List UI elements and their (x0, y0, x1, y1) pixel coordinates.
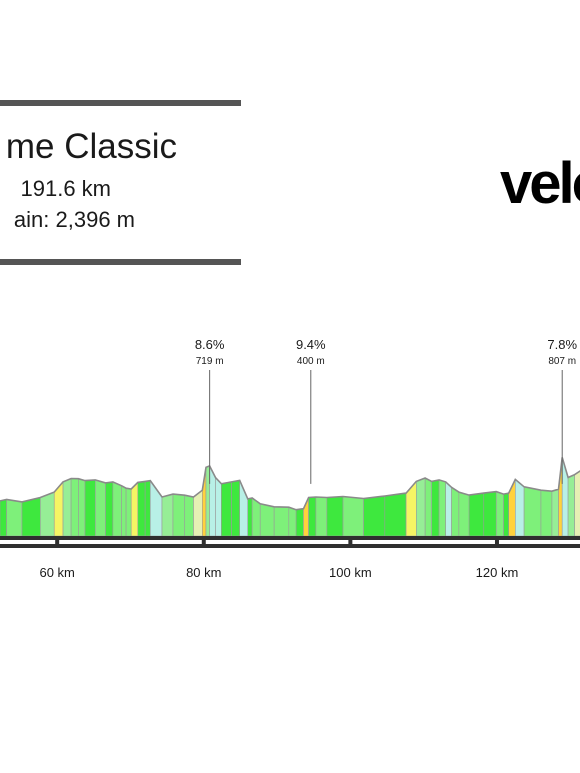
profile-segment (62, 478, 72, 537)
profile-segment (193, 489, 203, 537)
profile-segment (121, 485, 127, 537)
profile-segment (363, 495, 386, 537)
distance-band (352, 540, 495, 544)
profile-segment (78, 478, 86, 537)
profile-segment (551, 488, 559, 537)
distance-tick-label: 120 km (476, 565, 519, 580)
climb-gradient-label: 9.4% (296, 337, 326, 352)
profile-segment (458, 491, 470, 537)
profile-segment (184, 494, 194, 537)
title-box-bottom-rule (0, 259, 241, 265)
elevation-profile-chart: 8.6% 719 m 9.4% 400 m 7.8% 807 m 60 km 80 km 10… (0, 337, 580, 580)
profile-segments (0, 457, 580, 537)
race-title: me Classic (5, 127, 177, 166)
profile-segment (94, 479, 106, 537)
profile-segment (574, 470, 580, 537)
climb-summit-label: 807 m (548, 356, 576, 367)
profile-segment (308, 496, 317, 537)
profile-segment (424, 477, 433, 537)
profile-segment (523, 486, 542, 537)
velo-logo: velo (500, 151, 580, 216)
profile-segment (112, 481, 122, 537)
profile-segment (495, 491, 504, 537)
profile-segment (6, 499, 23, 537)
climb-summit-label: 719 m (196, 356, 224, 367)
profile-segment (483, 491, 497, 537)
distance-band (0, 540, 56, 544)
profile-segment (40, 491, 55, 537)
profile-segment (0, 499, 7, 537)
profile-outline-group (0, 457, 580, 511)
profile-segment (540, 489, 553, 537)
profile-segment (105, 481, 114, 537)
profile-segment (273, 506, 290, 537)
profile-segment (431, 479, 440, 537)
profile-segment (288, 506, 297, 537)
climb-markers: 8.6% 719 m 9.4% 400 m 7.8% 807 m (195, 337, 577, 484)
profile-segment (130, 481, 139, 537)
climb-gradient-label: 8.6% (195, 337, 225, 352)
profile-outline (0, 457, 580, 511)
profile-segment (468, 492, 485, 537)
profile-segment (503, 492, 510, 537)
profile-segment (295, 508, 304, 537)
profile-segment (342, 496, 364, 537)
distance-tick-label: 100 km (329, 565, 372, 580)
climb-gradient-label: 7.8% (547, 337, 577, 352)
profile-segment (259, 503, 275, 537)
profile-segment (161, 493, 174, 537)
profile-segment (514, 478, 525, 537)
profile-segment (137, 481, 146, 537)
profile-segment (21, 497, 41, 537)
profile-segment (84, 479, 96, 537)
distance-tick-label: 80 km (186, 565, 221, 580)
profile-segment (231, 480, 240, 537)
distance-band (205, 540, 349, 544)
distance-band (498, 540, 580, 544)
distance-band (59, 540, 202, 544)
profile-segment (205, 465, 210, 537)
distance-tick-label: 60 km (39, 565, 74, 580)
race-distance: 191.6 km (20, 176, 112, 201)
climb-summit-label: 400 m (297, 356, 325, 367)
title-box: me Classic 191.6 km ain: 2,396 m (0, 100, 241, 266)
profile-segment (405, 480, 417, 537)
profile-segment (70, 478, 79, 537)
profile-segment (438, 479, 446, 537)
title-box-top-rule (0, 100, 241, 106)
profile-segment (326, 496, 344, 537)
profile-segment (567, 474, 575, 537)
profile-segment (247, 497, 253, 537)
profile-segment (144, 480, 151, 537)
profile-segment (315, 496, 328, 537)
profile-segment (125, 487, 132, 537)
distance-axis: 60 km 80 km 100 km 120 km (0, 536, 580, 580)
profile-segment (384, 492, 407, 537)
profile-segment (445, 481, 452, 537)
profile-segment (221, 481, 232, 537)
profile-segment (451, 486, 460, 537)
race-elevation-gain: ain: 2,396 m (13, 207, 135, 232)
profile-segment (416, 477, 426, 537)
profile-segment (172, 493, 186, 537)
profile-segment (215, 476, 222, 537)
